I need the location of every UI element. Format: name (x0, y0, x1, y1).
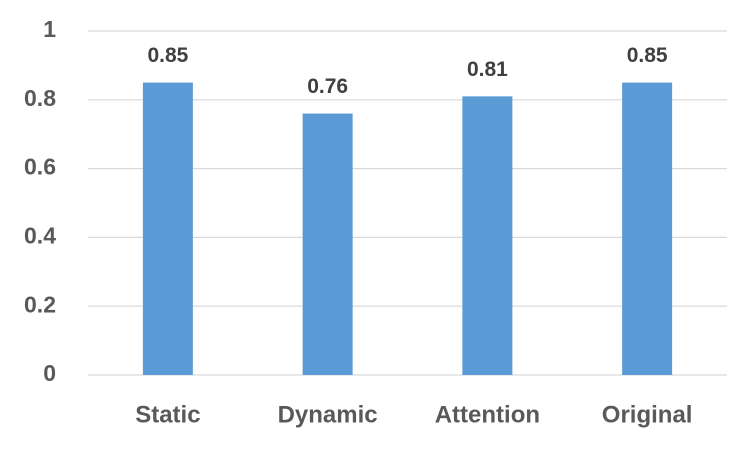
data-label: 0.81 (467, 58, 508, 81)
data-label: 0.76 (307, 75, 348, 98)
bar (142, 82, 193, 375)
bar (622, 82, 673, 375)
x-tick-label: Dynamic (278, 401, 378, 428)
y-tick-label: 1 (43, 16, 56, 42)
bar (302, 113, 353, 375)
y-tick-label: 0 (43, 360, 56, 386)
y-tick-label: 0.2 (24, 291, 56, 317)
x-tick-label: Attention (435, 401, 540, 428)
y-tick-label: 0.4 (24, 222, 56, 248)
bar (462, 96, 513, 376)
x-tick-label: Static (135, 401, 200, 428)
y-tick-label: 0.8 (24, 85, 56, 111)
data-label: 0.85 (147, 44, 188, 67)
x-tick-label: Original (602, 401, 693, 428)
y-tick-label: 0.6 (24, 154, 56, 180)
data-label: 0.85 (627, 44, 668, 67)
